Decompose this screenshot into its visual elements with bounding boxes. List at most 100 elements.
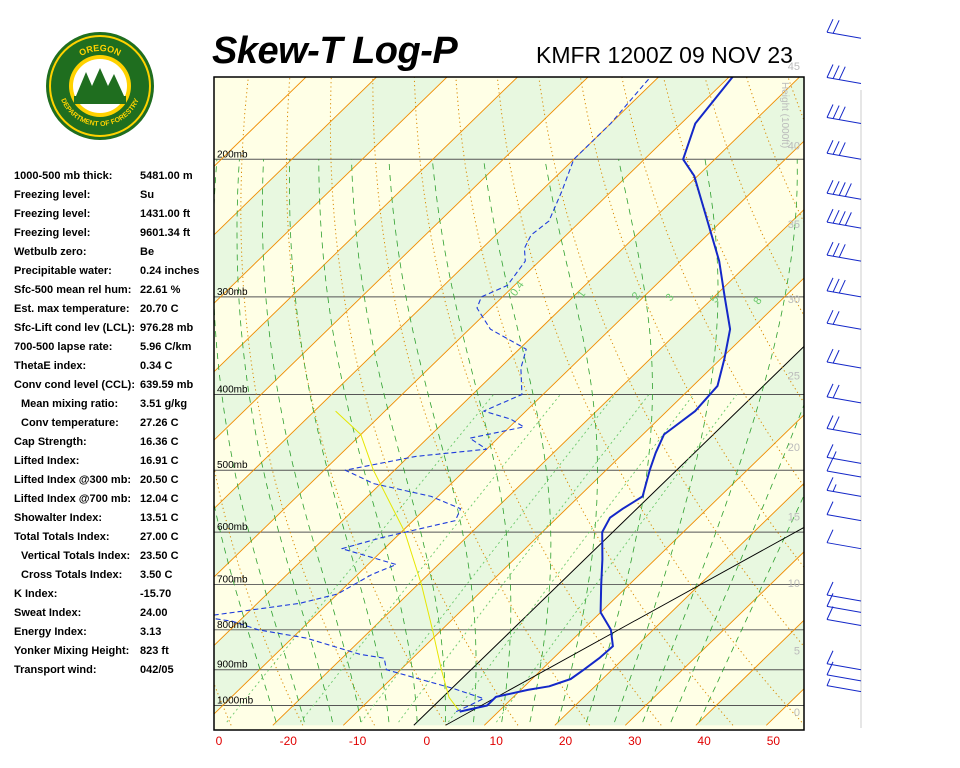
stat-row: Sfc-Lift cond lev (LCL): 976.28 mb — [14, 320, 214, 339]
x-tick-label: 50 — [767, 734, 781, 748]
moist-adiabat-line — [388, 159, 477, 723]
wind-barb-flag — [832, 349, 840, 364]
isotherm-line — [625, 551, 804, 726]
wind-barb — [826, 477, 862, 497]
stat-label: 700-500 lapse rate: — [14, 341, 113, 353]
wind-barb — [826, 457, 862, 478]
pressure-label: 700mb — [217, 574, 248, 585]
stat-value: 27.00 C — [140, 531, 179, 543]
stat-value: 5481.00 m — [140, 170, 193, 182]
dry-adiabat-line — [413, 77, 662, 726]
stat-value: 639.59 mb — [140, 379, 194, 391]
wind-barb-flag — [826, 650, 834, 664]
dry-adiabat-line — [579, 77, 804, 568]
svg-text:OREGON: OREGON — [77, 43, 122, 58]
stat-row: Freezing level: 9601.34 ft — [14, 225, 214, 244]
stat-row: 1000-500 mb thick: 5481.00 m — [14, 168, 214, 187]
wind-barb-flag — [838, 279, 846, 294]
stat-row: Showalter Index: 13.51 C — [14, 510, 214, 529]
mixing-ratio-label: 2 — [630, 290, 643, 302]
sounding-indices-panel: 1000-500 mb thick: 5481.00 m Freezing leve… — [14, 168, 214, 681]
stat-label: Showalter Index: — [14, 512, 103, 524]
height-tick-label: 35 — [788, 219, 800, 231]
stat-row: Transport wind: 042/05 — [14, 662, 214, 681]
wind-barb-flag — [838, 211, 846, 225]
dry-adiabat-line — [496, 77, 804, 726]
stat-label: Mean mixing ratio: — [21, 398, 119, 410]
wind-barb — [826, 581, 862, 602]
stat-label: Sfc-Lift cond lev (LCL): — [14, 322, 135, 334]
wind-barb-flag — [838, 66, 846, 80]
wind-barb-flag — [832, 416, 840, 430]
wind-barb-flag — [826, 581, 834, 596]
stat-value: 20.50 C — [140, 474, 179, 486]
dry-adiabat-line — [886, 13, 960, 725]
stat-row: Cross Totals Index: 3.50 C — [14, 567, 214, 586]
height-tick-label: 10 — [788, 578, 800, 590]
stat-value: 1431.00 ft — [140, 208, 191, 220]
isotherm-line — [214, 77, 448, 304]
stat-label: Energy Index: — [14, 626, 87, 638]
dry-adiabat-line — [329, 77, 519, 726]
moist-adiabat-line — [318, 159, 418, 723]
stat-row: K Index: -15.70 — [14, 586, 214, 605]
wind-barb-flag — [826, 415, 834, 429]
wind-barb-flag — [826, 348, 834, 363]
height-tick-label: 5 — [794, 645, 800, 657]
wind-barb-flag — [844, 183, 852, 197]
reference-line — [445, 526, 804, 726]
wind-barb-flag — [832, 105, 840, 119]
x-tick-label: 0 — [216, 734, 223, 748]
wind-barb-flag — [826, 501, 834, 515]
wind-barb-flag — [826, 661, 834, 676]
wind-barb — [826, 277, 862, 298]
stat-label: Cap Strength: — [14, 436, 87, 448]
wind-barb — [826, 104, 862, 124]
wind-barb-shaft — [826, 152, 862, 160]
height-tick-label: 0 — [794, 707, 800, 719]
station-time-label: KMFR 1200Z 09 NOV 23 — [536, 42, 793, 68]
stat-value: -15.70 — [140, 588, 172, 600]
wind-barb-flag — [832, 311, 840, 325]
stat-row: Lifted Index @700 mb: 12.04 C — [14, 491, 214, 510]
x-tick-label: 30 — [628, 734, 642, 748]
stat-value: 0.24 inches — [140, 265, 200, 277]
isotherm-line — [214, 77, 660, 510]
x-tick-label: 40 — [697, 734, 711, 748]
wind-barb-flag — [826, 457, 834, 472]
zero-isotherm — [413, 345, 804, 726]
wind-barb — [826, 180, 862, 200]
wind-barb-flag — [826, 477, 834, 491]
wind-barb-shaft — [826, 254, 862, 262]
wind-barb — [826, 678, 862, 693]
stat-label: Freezing level: — [14, 189, 91, 201]
stat-label: Freezing level: — [14, 208, 91, 220]
wind-barb — [826, 310, 862, 330]
wind-barb-flag — [832, 141, 840, 155]
wind-barb-shaft — [826, 685, 862, 693]
moist-adiabat-line — [483, 159, 552, 723]
pressure-label: 900mb — [217, 660, 248, 671]
wind-barb-flag — [826, 277, 834, 292]
wind-barb-shaft — [826, 619, 862, 626]
wind-barb — [826, 18, 862, 39]
mixing-ratio-line — [447, 394, 694, 723]
temperature-band — [837, 13, 960, 725]
wind-barb-shaft — [826, 31, 862, 39]
wind-barb-shaft — [826, 456, 862, 464]
moist-adiabat-line — [351, 159, 446, 723]
isotherm-line — [214, 77, 801, 647]
stat-value: 042/05 — [140, 664, 174, 676]
stat-value: 3.50 C — [140, 569, 173, 581]
stat-value: 0.34 C — [140, 360, 173, 372]
mixing-ratio-line — [398, 394, 650, 723]
wind-barb-flag — [838, 142, 846, 156]
isotherm-line — [554, 482, 804, 726]
wind-barb-shaft — [826, 77, 862, 85]
pressure-label: 300mb — [217, 287, 248, 298]
wind-barb — [826, 140, 862, 160]
isotherm-line — [214, 140, 804, 715]
moist-adiabat-line — [670, 403, 804, 723]
pressure-label: 1000mb — [217, 696, 254, 707]
